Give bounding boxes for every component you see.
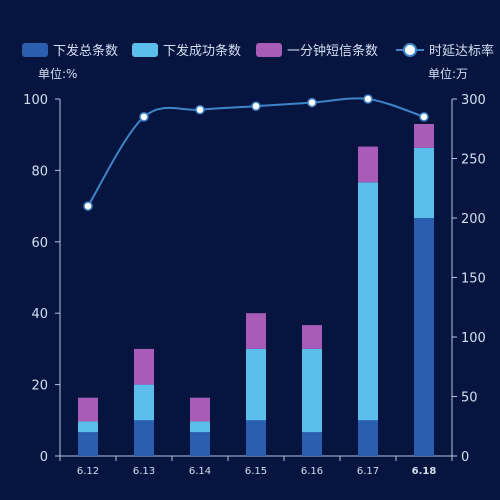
x-axis-tick-label: 6.18 [412, 466, 437, 477]
legend: 下发总条数 下发成功条数 一分钟短信条数 时延达标率 [22, 43, 494, 59]
left-axis-tick-label: 60 [31, 236, 48, 251]
line-point[interactable] [195, 104, 205, 115]
x-axis-tick-label: 6.14 [189, 466, 211, 477]
right-axis-tick-label: 150 [461, 272, 486, 287]
line-point[interactable] [419, 112, 429, 122]
line-point[interactable] [307, 97, 317, 108]
bar-segment-series-1[interactable] [302, 348, 322, 433]
bar-segment-series-0[interactable] [414, 218, 434, 456]
bar-segment-series-0[interactable] [246, 420, 266, 456]
line-point[interactable] [139, 112, 149, 122]
legend-label[interactable]: 下发总条数 [53, 43, 118, 59]
x-axis-tick-label: 6.15 [245, 466, 267, 477]
line-series [83, 94, 429, 211]
bar-segment-series-2[interactable] [414, 123, 434, 148]
left-axis-tick-label: 100 [23, 93, 48, 108]
legend-label[interactable]: 下发成功条数 [163, 43, 241, 59]
right-axis-tick-label: 300 [461, 93, 486, 108]
x-axis-tick-label: 6.13 [133, 466, 155, 477]
bar-segment-series-1[interactable] [414, 147, 434, 218]
legend-swatch[interactable] [22, 43, 48, 57]
right-axis-tick-label: 200 [461, 212, 486, 227]
bar-segment-series-0[interactable] [78, 432, 98, 456]
bar-segment-series-1[interactable] [78, 421, 98, 433]
x-axis-tick-label: 6.17 [357, 466, 379, 477]
bar-segment-series-0[interactable] [134, 420, 154, 456]
line-point[interactable] [251, 101, 261, 111]
bar-segment-series-1[interactable] [358, 182, 378, 421]
legend-swatch[interactable] [132, 43, 158, 57]
bar-segment-series-2[interactable] [78, 397, 98, 422]
left-axis-tick-label: 20 [31, 379, 48, 394]
bar-segment-series-1[interactable] [134, 384, 154, 421]
bar-segment-series-0[interactable] [190, 432, 210, 456]
bar-segment-series-2[interactable] [358, 146, 378, 183]
line-point[interactable] [83, 201, 93, 211]
right-axis-unit-label: 单位:万 [428, 66, 468, 81]
right-axis-tick-label: 250 [461, 153, 486, 168]
bar-segment-series-0[interactable] [358, 420, 378, 456]
legend-label[interactable]: 时延达标率 [429, 43, 494, 59]
legend-swatch[interactable] [256, 43, 282, 57]
bar-segment-series-2[interactable] [302, 325, 322, 349]
x-axis-tick-label: 6.16 [301, 466, 323, 477]
left-axis-tick-label: 40 [31, 307, 48, 322]
bar-segment-series-1[interactable] [246, 348, 266, 421]
bar-segment-series-2[interactable] [190, 397, 210, 422]
bar-series [78, 123, 434, 456]
left-axis-tick-label: 80 [31, 164, 48, 179]
bar-segment-series-0[interactable] [302, 432, 322, 456]
bar-segment-series-2[interactable] [246, 313, 266, 349]
axes: 0 20 40 60 80 100 0 50 100 150 200 250 300 6.12 6.13 6.… [23, 93, 486, 477]
right-axis-tick-label: 100 [461, 331, 486, 346]
right-axis-tick-label: 0 [461, 450, 469, 465]
bar-segment-series-1[interactable] [190, 421, 210, 433]
left-axis-tick-label: 0 [40, 450, 48, 465]
legend-marker[interactable] [403, 43, 417, 57]
x-axis-tick-label: 6.12 [77, 466, 99, 477]
right-axis-tick-label: 50 [461, 391, 478, 406]
bar-segment-series-2[interactable] [134, 348, 154, 385]
left-axis-unit-label: 单位:% [38, 66, 77, 81]
line-point[interactable] [363, 94, 373, 104]
legend-label[interactable]: 一分钟短信条数 [287, 43, 378, 59]
